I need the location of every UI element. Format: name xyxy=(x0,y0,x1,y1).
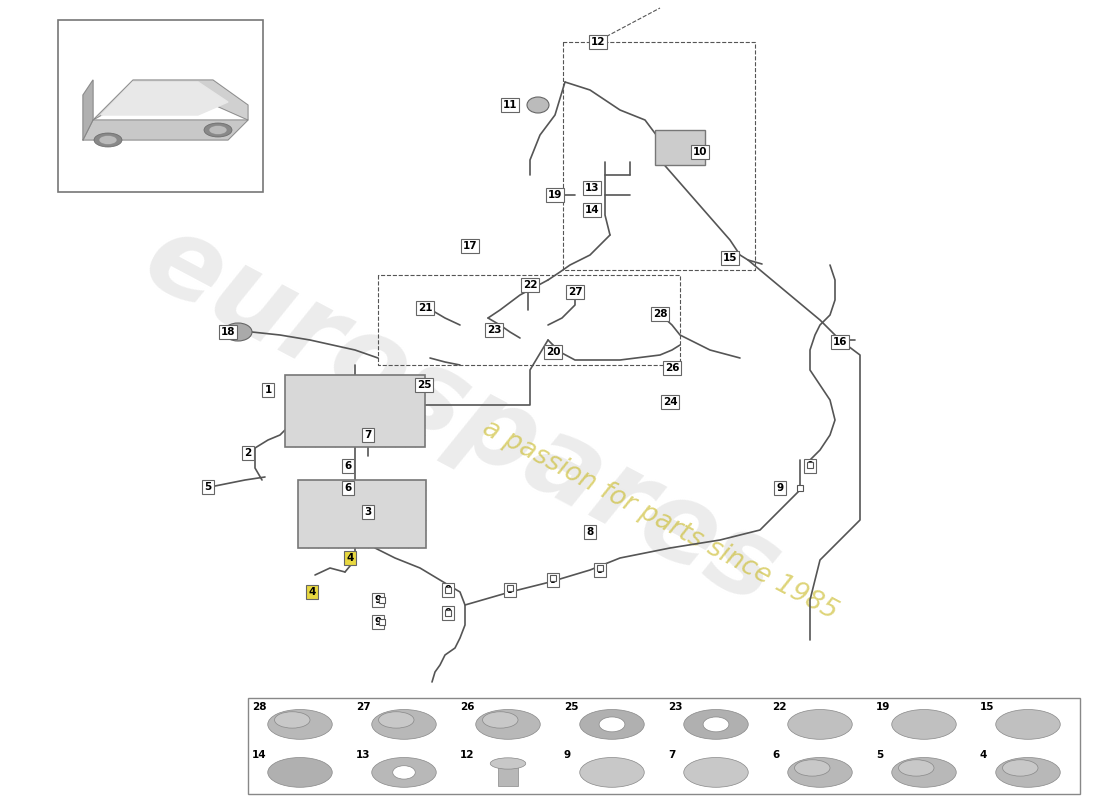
Ellipse shape xyxy=(684,710,748,739)
Ellipse shape xyxy=(899,760,934,776)
Text: 14: 14 xyxy=(585,205,600,215)
Text: 13: 13 xyxy=(585,183,600,193)
Bar xyxy=(298,480,426,548)
Bar xyxy=(58,20,263,192)
Text: 9: 9 xyxy=(374,617,382,627)
Text: 5: 5 xyxy=(205,482,211,492)
Text: 15: 15 xyxy=(980,702,994,712)
Text: 3: 3 xyxy=(364,507,372,517)
Text: 9: 9 xyxy=(506,585,514,595)
Ellipse shape xyxy=(483,712,518,728)
Polygon shape xyxy=(101,82,228,115)
Text: 19: 19 xyxy=(548,190,562,200)
Ellipse shape xyxy=(372,758,437,787)
Ellipse shape xyxy=(476,710,540,739)
Text: 25: 25 xyxy=(417,380,431,390)
Text: 25: 25 xyxy=(564,702,579,712)
Text: 6: 6 xyxy=(344,461,352,471)
Text: 9: 9 xyxy=(777,483,783,493)
Ellipse shape xyxy=(204,123,232,137)
Text: 7: 7 xyxy=(364,430,372,440)
Text: 8: 8 xyxy=(586,527,594,537)
Text: 18: 18 xyxy=(221,327,235,337)
Text: 23: 23 xyxy=(486,325,502,335)
Ellipse shape xyxy=(275,712,310,728)
Ellipse shape xyxy=(996,710,1060,739)
Text: 24: 24 xyxy=(662,397,678,407)
Text: 11: 11 xyxy=(503,100,517,110)
Ellipse shape xyxy=(94,133,122,147)
Ellipse shape xyxy=(703,717,729,732)
Text: eurospares: eurospares xyxy=(126,204,798,628)
Text: 21: 21 xyxy=(418,303,432,313)
Text: a passion for parts since 1985: a passion for parts since 1985 xyxy=(478,415,842,625)
Text: 9: 9 xyxy=(444,608,452,618)
Ellipse shape xyxy=(996,758,1060,787)
Ellipse shape xyxy=(1002,760,1038,776)
Text: 9: 9 xyxy=(806,461,814,471)
Text: 7: 7 xyxy=(668,750,675,760)
Ellipse shape xyxy=(224,323,252,341)
Text: 12: 12 xyxy=(460,750,474,760)
Text: 12: 12 xyxy=(591,37,605,47)
Text: 22: 22 xyxy=(522,280,537,290)
Bar xyxy=(248,698,1080,794)
Text: 28: 28 xyxy=(652,309,668,319)
Text: 13: 13 xyxy=(356,750,371,760)
Text: 1: 1 xyxy=(264,385,272,395)
Ellipse shape xyxy=(491,758,526,769)
Ellipse shape xyxy=(267,758,332,787)
Text: 14: 14 xyxy=(252,750,266,760)
Ellipse shape xyxy=(372,710,437,739)
Ellipse shape xyxy=(99,135,117,145)
Text: 19: 19 xyxy=(876,702,890,712)
Polygon shape xyxy=(82,80,94,140)
Text: 27: 27 xyxy=(356,702,371,712)
Ellipse shape xyxy=(892,758,956,787)
Text: 17: 17 xyxy=(463,241,477,251)
Text: 9: 9 xyxy=(374,595,382,605)
Bar xyxy=(498,759,518,786)
Text: 28: 28 xyxy=(252,702,266,712)
Bar xyxy=(654,130,705,165)
Ellipse shape xyxy=(267,710,332,739)
Text: 6: 6 xyxy=(772,750,779,760)
Ellipse shape xyxy=(378,712,414,728)
Text: 9: 9 xyxy=(549,575,557,585)
Ellipse shape xyxy=(794,760,830,776)
Text: 15: 15 xyxy=(723,253,737,263)
Ellipse shape xyxy=(209,126,227,134)
Text: 22: 22 xyxy=(772,702,786,712)
Text: 20: 20 xyxy=(546,347,560,357)
Ellipse shape xyxy=(580,710,645,739)
Ellipse shape xyxy=(892,710,956,739)
Ellipse shape xyxy=(527,97,549,113)
Text: 9: 9 xyxy=(444,585,452,595)
Text: 16: 16 xyxy=(833,337,847,347)
Ellipse shape xyxy=(600,717,625,732)
Text: 4: 4 xyxy=(346,553,354,563)
Ellipse shape xyxy=(393,766,416,779)
Text: 5: 5 xyxy=(876,750,883,760)
Ellipse shape xyxy=(788,710,853,739)
Polygon shape xyxy=(94,80,248,120)
Text: 4: 4 xyxy=(308,587,316,597)
Text: 27: 27 xyxy=(568,287,582,297)
Polygon shape xyxy=(82,120,248,140)
Bar xyxy=(285,375,425,447)
Text: 9: 9 xyxy=(564,750,571,760)
Text: 26: 26 xyxy=(460,702,474,712)
Ellipse shape xyxy=(580,758,645,787)
Text: 4: 4 xyxy=(980,750,988,760)
Text: 9: 9 xyxy=(596,565,604,575)
Text: 10: 10 xyxy=(693,147,707,157)
Text: 2: 2 xyxy=(244,448,252,458)
Text: 23: 23 xyxy=(668,702,682,712)
Text: 6: 6 xyxy=(344,483,352,493)
Ellipse shape xyxy=(788,758,853,787)
Text: 26: 26 xyxy=(664,363,680,373)
Ellipse shape xyxy=(684,758,748,787)
